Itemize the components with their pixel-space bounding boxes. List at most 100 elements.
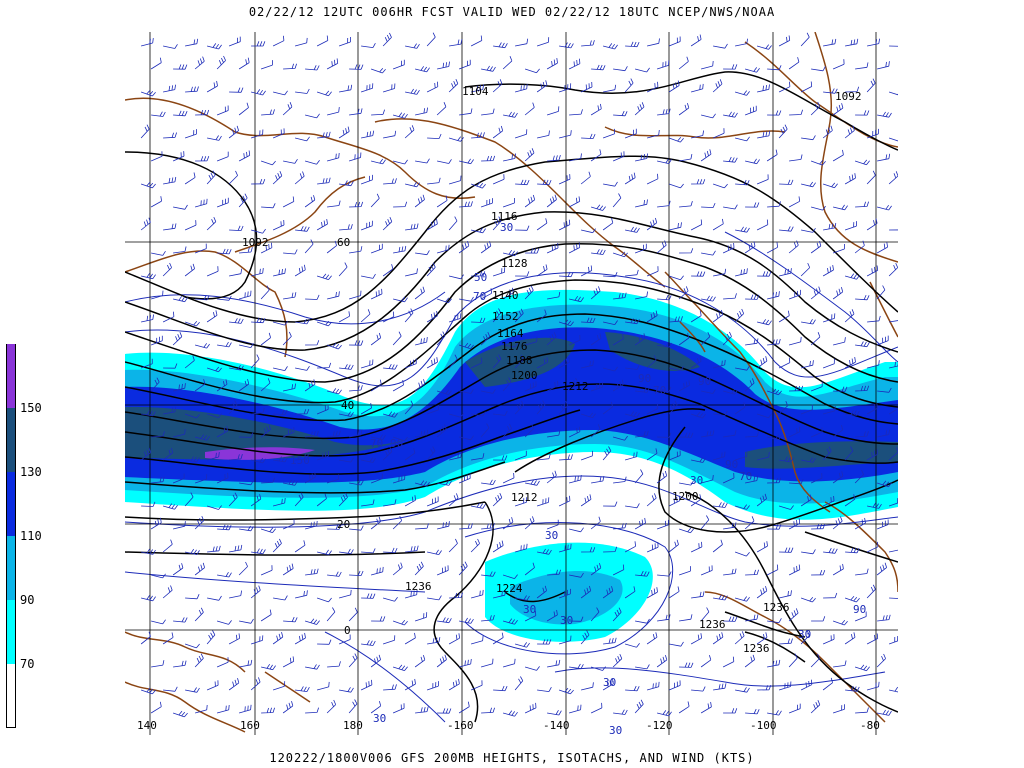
wind-barb: [823, 38, 837, 47]
wind-barb: [317, 131, 331, 139]
wind-barb: [657, 342, 672, 348]
wind-barb: [239, 618, 254, 624]
wind-barb: [459, 108, 473, 116]
wind-barb: [801, 135, 816, 141]
wind-barb: [250, 585, 261, 599]
wind-barb: [866, 541, 879, 553]
wind-barb: [283, 616, 298, 623]
wind-barb: [735, 365, 750, 371]
wind-barb: [502, 618, 518, 625]
wind-barb: [392, 664, 408, 671]
wind-barb: [744, 105, 757, 116]
wind-barb: [503, 342, 518, 348]
wind-barb: [625, 41, 640, 48]
wind-barb: [624, 128, 637, 139]
wind-barb: [581, 133, 596, 139]
wind-barb: [789, 154, 803, 162]
wind-barb: [536, 37, 550, 47]
wind-barb: [370, 700, 382, 714]
wind-barb: [427, 549, 442, 555]
legend-label-90: 90: [20, 593, 35, 607]
wind-barb: [524, 285, 534, 300]
wind-barb: [745, 431, 759, 438]
wind-barb: [493, 410, 508, 416]
wind-barb: [283, 383, 296, 392]
wind-barb: [426, 32, 436, 47]
wind-barb: [239, 525, 254, 532]
wind-barb: [415, 158, 430, 164]
wind-barb: [239, 480, 254, 486]
wind-barb: [405, 88, 420, 95]
wind-barb: [558, 687, 574, 695]
wind-barb: [877, 111, 892, 118]
wind-barb: [361, 457, 376, 463]
wind-barb: [459, 158, 474, 165]
wind-barb: [283, 249, 298, 255]
wind-barb: [603, 272, 618, 278]
wind-barb: [305, 664, 320, 670]
wind-barb: [404, 400, 414, 415]
wind-barb: [304, 160, 320, 165]
wind-barb: [524, 610, 537, 622]
wind-barb: [448, 493, 459, 507]
wind-barb: [272, 170, 283, 185]
isotach-label: 30: [373, 712, 386, 725]
wind-barb: [140, 89, 156, 97]
wind-barb: [537, 687, 552, 692]
wind-barb: [173, 295, 188, 303]
wind-barb: [832, 516, 843, 530]
height-label: 1092: [242, 236, 269, 249]
wind-barb: [668, 80, 680, 93]
wind-barb: [305, 294, 320, 300]
wind-barb: [436, 195, 448, 208]
wind-barb: [603, 546, 618, 553]
wind-barb: [524, 666, 540, 671]
wind-barb: [735, 687, 750, 693]
wind-barb: [326, 699, 337, 714]
wind-barb: [668, 680, 681, 691]
wind-barb: [502, 574, 518, 579]
wind-barb: [229, 544, 243, 553]
wind-barb: [502, 197, 515, 208]
wind-barb: [151, 619, 166, 625]
wind-barb: [162, 632, 174, 645]
wind-barb: [668, 36, 681, 47]
wind-barb: [524, 68, 540, 74]
wind-barb: [855, 341, 870, 348]
wind-barb: [779, 179, 794, 185]
wind-barb: [437, 521, 450, 530]
wind-barb: [646, 81, 659, 93]
wind-barb: [558, 588, 571, 599]
wind-barb: [735, 38, 748, 47]
wind-barb: [657, 200, 671, 208]
wind-barb: [700, 607, 710, 622]
wind-barb: [876, 335, 889, 346]
wind-barb: [546, 519, 559, 530]
wind-barb: [272, 35, 285, 47]
wind-barb: [678, 56, 689, 70]
wind-barb: [713, 268, 727, 277]
wind-barb: [668, 586, 680, 599]
wind-barb: [580, 450, 593, 461]
wind-barb: [634, 699, 644, 714]
wind-barb: [493, 685, 508, 692]
wind-barb: [646, 493, 657, 507]
wind-barb: [559, 454, 573, 461]
isotach-label: 70: [473, 290, 486, 303]
wind-barb: [251, 457, 266, 464]
wind-barb: [800, 494, 812, 507]
wind-barb: [547, 291, 561, 300]
wind-barb: [811, 616, 826, 622]
wind-barb: [678, 286, 689, 300]
wind-barb: [471, 227, 486, 234]
wind-barb: [172, 331, 183, 346]
legend-bin-below-70: [6, 664, 16, 728]
height-label: 1212: [562, 380, 589, 393]
wind-barb: [480, 331, 491, 346]
wind-barb: [481, 614, 495, 622]
wind-barb: [832, 59, 845, 70]
wind-barb: [514, 642, 530, 648]
wind-barb: [634, 333, 646, 346]
wind-barb: [581, 228, 596, 234]
wind-barb: [855, 707, 869, 714]
